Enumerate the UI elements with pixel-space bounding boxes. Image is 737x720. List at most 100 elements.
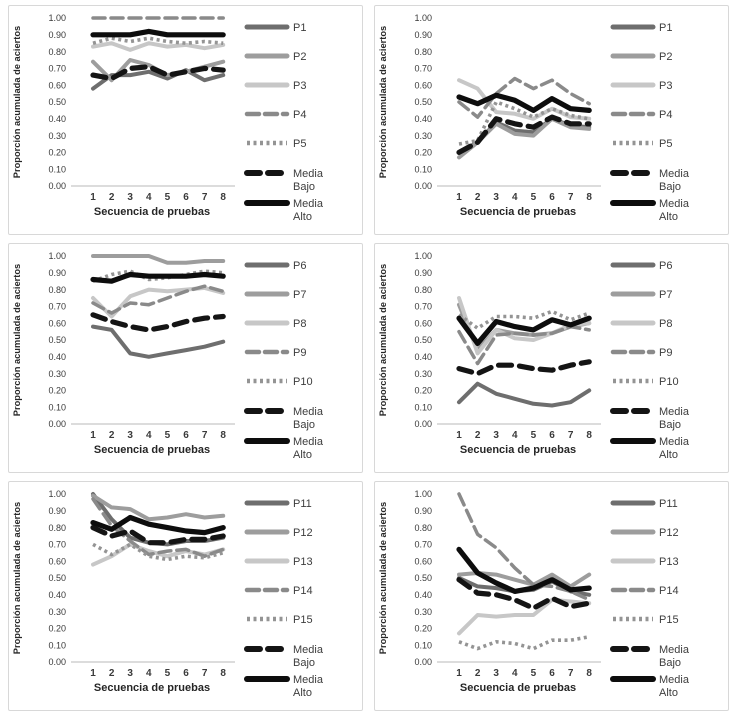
legend-item-P4: P4 [610, 109, 672, 121]
legend-label: P13 [293, 556, 313, 568]
legend-label: P4 [659, 109, 672, 121]
x-tick-label: 8 [586, 430, 592, 441]
y-tick-label: 0.30 [48, 607, 66, 617]
y-tick-label: 0.60 [414, 318, 432, 328]
legend-label: P5 [293, 138, 306, 150]
y-tick-label: 0.80 [414, 285, 432, 295]
x-tick-label: 1 [90, 430, 96, 441]
series-line-Media-Bajo [456, 359, 592, 377]
chart-svg-5: 0.00 0.10 0.20 0.30 0.40 0.50 0.60 0.70 0.80 0.90… [12, 489, 324, 699]
legend-label: P6 [293, 260, 306, 272]
y-tick-label: 0.00 [48, 657, 66, 667]
legend-label: Media [659, 406, 690, 418]
y-tick-label: 0.70 [414, 540, 432, 550]
y-tick-label: 0.20 [48, 148, 66, 158]
legend-label: P3 [659, 80, 672, 92]
series-line-P6 [91, 324, 226, 359]
y-tick-label: 0.40 [48, 114, 66, 124]
legend-label: P4 [293, 109, 306, 121]
x-tick-label: 6 [549, 668, 555, 679]
legend-label: Media [293, 406, 324, 418]
y-tick-label: 0.40 [414, 114, 432, 124]
y-tick-label: 0.60 [48, 80, 66, 90]
series-line-P10 [457, 309, 590, 330]
legend-item-P5: P5 [613, 138, 672, 150]
chart-svg-2: 0.00 0.10 0.20 0.30 0.40 0.50 0.60 0.70 0.80 0.90… [378, 13, 690, 223]
y-tick-label: 0.70 [414, 302, 432, 312]
y-tick-label: 0.60 [48, 318, 66, 328]
legend-label: Media [659, 644, 690, 656]
legend-label: P12 [293, 527, 313, 539]
y-tick-label: 0.00 [414, 657, 432, 667]
legend-label: P9 [293, 347, 306, 359]
y-axis-title: Proporción acumulada de aciertos [12, 26, 22, 178]
x-tick-label: 5 [165, 430, 171, 441]
legend-item-P9: P9 [244, 347, 306, 359]
x-tick-label: 8 [586, 668, 592, 679]
legend-item-P5: P5 [247, 138, 306, 150]
legend-label: Media [293, 674, 324, 686]
x-tick-label: 1 [456, 668, 462, 679]
x-axis-title: Secuencia de pruebas [94, 206, 210, 218]
y-tick-label: 0.50 [48, 97, 66, 107]
x-tick-label: 2 [109, 668, 115, 679]
y-axis-title: Proporción acumulada de aciertos [12, 502, 22, 654]
x-axis-title: Secuencia de pruebas [460, 444, 576, 456]
legend-label: P10 [293, 376, 313, 388]
x-tick-label: 3 [493, 668, 499, 679]
legend-item-P1: P1 [244, 22, 306, 34]
y-tick-label: 0.80 [48, 47, 66, 57]
x-tick-label: 5 [165, 668, 171, 679]
legend-item-P7: P7 [244, 289, 306, 301]
chart-panel-4: 0.00 0.10 0.20 0.30 0.40 0.50 0.60 0.70 0.80 0.90… [374, 243, 729, 473]
legend-item-P10: P10 [247, 376, 313, 388]
series-line-Media-Alto [90, 28, 226, 38]
x-axis-title: Secuencia de pruebas [94, 682, 210, 694]
y-tick-label: 0.10 [48, 402, 66, 412]
series-line-Media-Bajo [456, 114, 592, 155]
x-tick-label: 4 [146, 668, 152, 679]
y-tick-label: 0.70 [48, 302, 66, 312]
x-tick-label: 2 [109, 192, 115, 203]
legend-label: P12 [659, 527, 679, 539]
y-tick-label: 0.80 [48, 285, 66, 295]
y-tick-label: 0.70 [48, 540, 66, 550]
x-tick-label: 5 [531, 192, 537, 203]
chart-panel-2: 0.00 0.10 0.20 0.30 0.40 0.50 0.60 0.70 0.80 0.90… [374, 5, 729, 235]
series-line-Media-Bajo [90, 524, 226, 546]
legend-item-P12: P12 [610, 527, 679, 539]
x-tick-label: 8 [586, 192, 592, 203]
legend-label: P2 [293, 51, 306, 63]
x-axis-ticks: 1 2 3 4 5 6 7 8 [90, 668, 226, 679]
x-tick-label: 7 [568, 192, 574, 203]
x-axis-ticks: 1 2 3 4 5 6 7 8 [456, 668, 592, 679]
y-tick-label: 1.00 [414, 251, 432, 261]
y-tick-label: 0.70 [414, 64, 432, 74]
x-tick-label: 2 [475, 430, 481, 441]
legend-item-P3: P3 [244, 80, 306, 92]
y-tick-label: 0.90 [414, 268, 432, 278]
legend-label: Alto [293, 687, 312, 699]
legend-item-P13: P13 [610, 556, 679, 568]
y-tick-label: 0.50 [48, 335, 66, 345]
y-tick-label: 0.40 [48, 352, 66, 362]
y-tick-label: 1.00 [414, 13, 432, 23]
legend-item-P15: P15 [613, 614, 679, 626]
x-tick-label: 5 [531, 430, 537, 441]
y-tick-label: 0.80 [414, 47, 432, 57]
x-tick-label: 6 [183, 192, 189, 203]
series-line-P12 [91, 493, 226, 522]
chart-panel-1: 0.00 0.10 0.20 0.30 0.40 0.50 0.60 0.70 0.80 0.90… [8, 5, 363, 235]
legend-label: P9 [659, 347, 672, 359]
x-tick-label: 2 [475, 668, 481, 679]
legend-label: Bajo [293, 657, 315, 669]
y-tick-label: 0.30 [414, 131, 432, 141]
